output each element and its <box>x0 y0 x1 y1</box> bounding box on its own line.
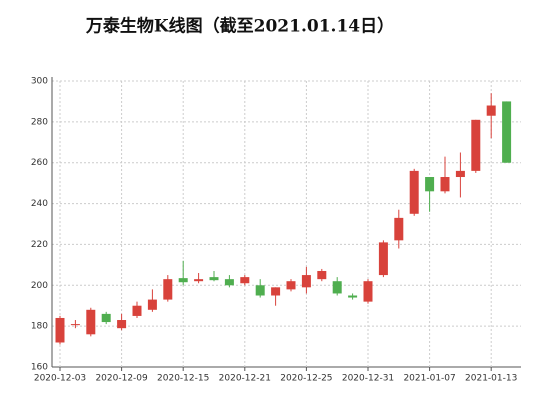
y-tick-label: 280 <box>31 117 48 127</box>
candle-body <box>86 309 96 335</box>
y-tick-label: 300 <box>31 77 48 87</box>
candle-body <box>224 279 234 286</box>
candle-body <box>240 277 250 284</box>
candle-body <box>271 287 281 296</box>
candle-body <box>425 177 435 192</box>
candle-body <box>486 105 496 116</box>
candle-body <box>209 277 219 281</box>
y-tick-label: 220 <box>31 240 48 250</box>
candle-body <box>163 279 173 300</box>
candle-body <box>394 217 404 241</box>
candle-body <box>132 305 142 316</box>
candle-body <box>286 281 296 290</box>
candle-body <box>317 270 327 280</box>
candle-body <box>255 285 265 296</box>
candle-body <box>378 242 388 276</box>
x-tick-label: 2020-12-25 <box>280 374 332 384</box>
x-tick-label: 2021-01-07 <box>403 374 455 384</box>
candle-body <box>363 281 373 302</box>
x-tick-label: 2021-01-13 <box>465 374 517 384</box>
y-tick-label: 160 <box>31 363 48 373</box>
candle-body <box>502 101 512 163</box>
candle-body <box>409 170 419 214</box>
candle-body <box>332 281 342 294</box>
candle-body <box>147 299 157 310</box>
y-tick-label: 200 <box>31 281 48 291</box>
candle-body <box>348 295 358 298</box>
candle-body <box>178 278 188 283</box>
candle-body <box>70 324 80 326</box>
x-tick-label: 2020-12-09 <box>95 374 148 384</box>
y-tick-label: 180 <box>31 322 48 332</box>
candle-body <box>440 177 450 192</box>
y-tick-label: 260 <box>31 158 48 168</box>
x-tick-label: 2020-12-21 <box>219 374 271 384</box>
candle-body <box>455 170 465 178</box>
y-tick-label: 240 <box>31 199 48 209</box>
candle-body <box>194 279 204 282</box>
x-tick-label: 2020-12-31 <box>342 374 394 384</box>
candle-body <box>55 317 65 343</box>
candle-body <box>101 313 111 323</box>
candle-body <box>301 275 311 288</box>
chart-title: 万泰生物K线图（截至2021.01.14日） <box>85 16 394 37</box>
x-tick-label: 2020-12-03 <box>34 374 86 384</box>
candle-body <box>117 320 127 329</box>
x-tick-label: 2020-12-15 <box>157 374 209 384</box>
candle-body <box>471 119 481 171</box>
